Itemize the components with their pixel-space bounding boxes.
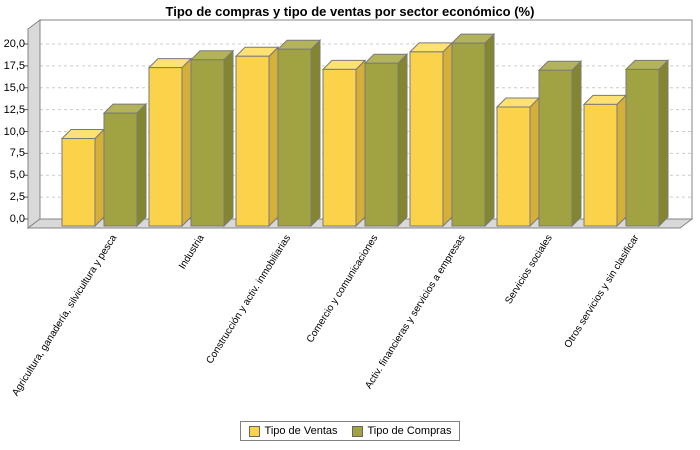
bar-ventas-6-side: [529, 96, 540, 228]
y-axis-tick-label: 10,0: [3, 125, 25, 138]
bar-ventas-7: [583, 103, 618, 227]
bar-ventas-2-side: [181, 57, 192, 228]
bar-compras-2: [190, 59, 225, 227]
bar-ventas-3-side: [268, 46, 279, 228]
legend-label-ventas: Tipo de Ventas: [264, 425, 338, 437]
bar-ventas-4: [322, 68, 357, 227]
y-axis-tick-label: 5,0: [9, 169, 25, 182]
bar-ventas-1-side: [94, 128, 105, 228]
y-axis-tick-label: 7,5: [9, 147, 25, 160]
bar-ventas-2: [148, 67, 183, 227]
y-axis-tick-label: 15,0: [3, 81, 25, 94]
bar-ventas-6: [496, 106, 531, 227]
bar-compras-7: [625, 68, 660, 227]
bar-compras-3: [277, 48, 312, 227]
y-axis-tick-label: 12,5: [3, 103, 25, 116]
bar-ventas-5: [409, 51, 444, 227]
bar-ventas-3: [235, 55, 270, 227]
bar-compras-4: [364, 62, 399, 227]
bar-compras-6: [538, 69, 573, 227]
legend-item-compras: Tipo de Compras: [351, 425, 452, 437]
bar-compras-5-side: [484, 32, 495, 228]
plot-left-wall: [27, 19, 41, 229]
bar-ventas-7-side: [616, 94, 627, 228]
compras-swatch-icon: [351, 425, 363, 437]
bar-ventas-4-side: [355, 59, 366, 228]
y-axis-tick-label: 0,0: [9, 213, 25, 225]
y-axis-tick-label: 20,0: [3, 38, 25, 50]
chart-legend: Tipo de Ventas Tipo de Compras: [0, 421, 700, 441]
legend-box: Tipo de Ventas Tipo de Compras: [239, 421, 461, 441]
bar-compras-3-side: [310, 39, 321, 228]
bar-ventas-1: [61, 138, 96, 227]
chart-title: Tipo de compras y tipo de ventas por sec…: [165, 4, 535, 19]
bar-compras-5: [451, 42, 486, 227]
y-axis-tick-label: 2,5: [9, 191, 25, 204]
y-axis-tick-label: 17,5: [3, 59, 25, 72]
bar-compras-2-side: [223, 49, 234, 228]
ventas-swatch-icon: [248, 425, 260, 437]
legend-item-ventas: Tipo de Ventas: [248, 425, 338, 437]
legend-label-compras: Tipo de Compras: [367, 425, 452, 437]
bar-compras-7-side: [658, 59, 669, 228]
bar-compras-1-side: [136, 102, 147, 228]
bar-ventas-5-side: [442, 41, 453, 228]
bar-compras-1: [103, 112, 138, 227]
bar-compras-6-side: [571, 60, 582, 228]
bar-compras-4-side: [397, 53, 408, 228]
